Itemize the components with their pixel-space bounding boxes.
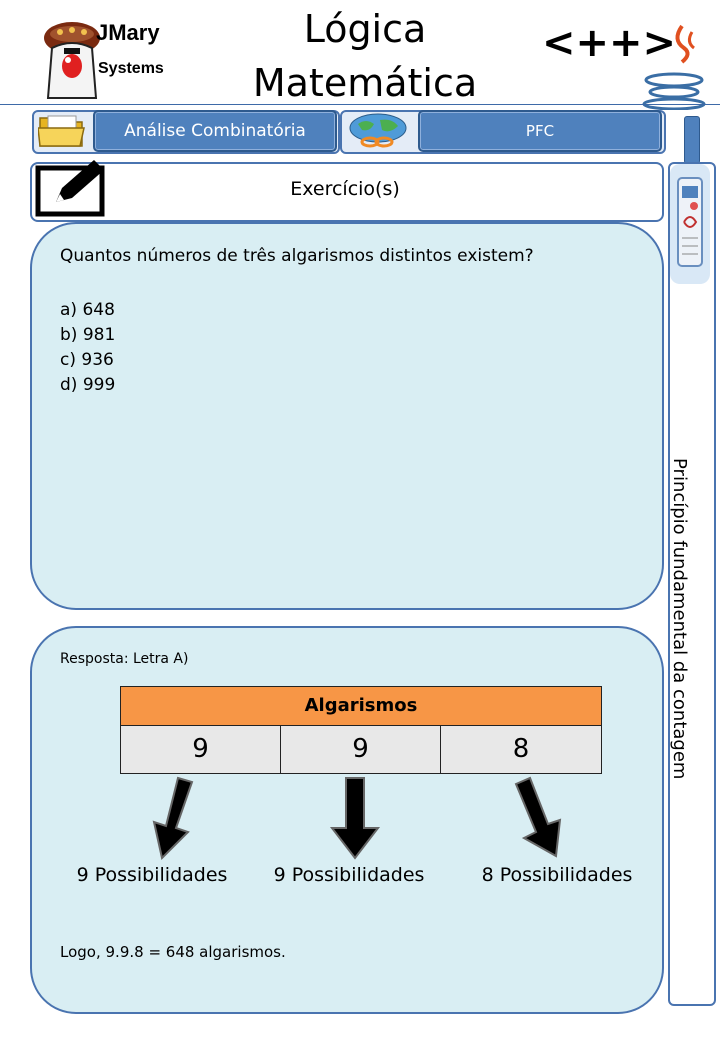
digits-table: Algarismos 9 9 8 xyxy=(120,686,602,774)
logo-name: JMary xyxy=(96,20,160,45)
subtopic-button[interactable]: PFC xyxy=(418,110,662,152)
title-line-2: Matemática xyxy=(252,61,478,105)
conclusion-text: Logo, 9.9.8 = 648 algarismos. xyxy=(60,943,286,961)
header-divider xyxy=(0,104,720,105)
option-d: d) 999 xyxy=(60,375,116,395)
logo-subtitle: Systems xyxy=(98,60,164,77)
newspaper-icon xyxy=(677,177,703,267)
option-b: b) 981 xyxy=(60,325,116,345)
question-text: Quantos números de três algarismos disti… xyxy=(60,246,534,266)
arrow-down-icon xyxy=(152,776,194,860)
title-line-1: Lógica xyxy=(303,7,427,51)
option-a: a) 648 xyxy=(60,300,115,320)
exercise-title: Exercício(s) xyxy=(290,178,400,200)
page-title: Lógica Matemática xyxy=(200,2,530,110)
edit-pencil-icon xyxy=(35,160,105,217)
question-panel xyxy=(30,222,664,610)
digit-cell-2: 9 xyxy=(281,726,441,773)
cpp-java-logo: <++> xyxy=(542,20,706,110)
digit-cell-3: 8 xyxy=(441,726,601,773)
possibilities-label-3: 8 Possibilidades xyxy=(481,864,633,886)
answer-label: Resposta: Letra A) xyxy=(60,651,189,667)
table-header: Algarismos xyxy=(121,687,601,726)
arrows-group xyxy=(152,776,562,860)
possibilities-label-1: 9 Possibilidades xyxy=(76,864,228,886)
option-c: c) 936 xyxy=(60,350,114,370)
cpp-logo-text: <++> xyxy=(542,20,676,66)
sidebar-tab[interactable] xyxy=(684,116,700,164)
jmary-mascot-logo xyxy=(44,22,100,99)
sidebar xyxy=(668,162,716,1006)
exercise-header xyxy=(30,162,664,222)
folder-icon xyxy=(38,115,85,147)
options-list: a) 648 b) 981 c) 936 d) 999 xyxy=(60,298,115,398)
arrow-down-icon xyxy=(329,777,381,860)
sidebar-label: Princípio fundamental da contagem xyxy=(669,458,690,780)
digit-cell-1: 9 xyxy=(121,726,281,773)
globe-link-icon xyxy=(349,113,407,148)
topic-button[interactable]: Análise Combinatória xyxy=(93,110,337,152)
possibilities-label-2: 9 Possibilidades xyxy=(273,864,425,886)
arrow-down-icon xyxy=(514,776,562,858)
